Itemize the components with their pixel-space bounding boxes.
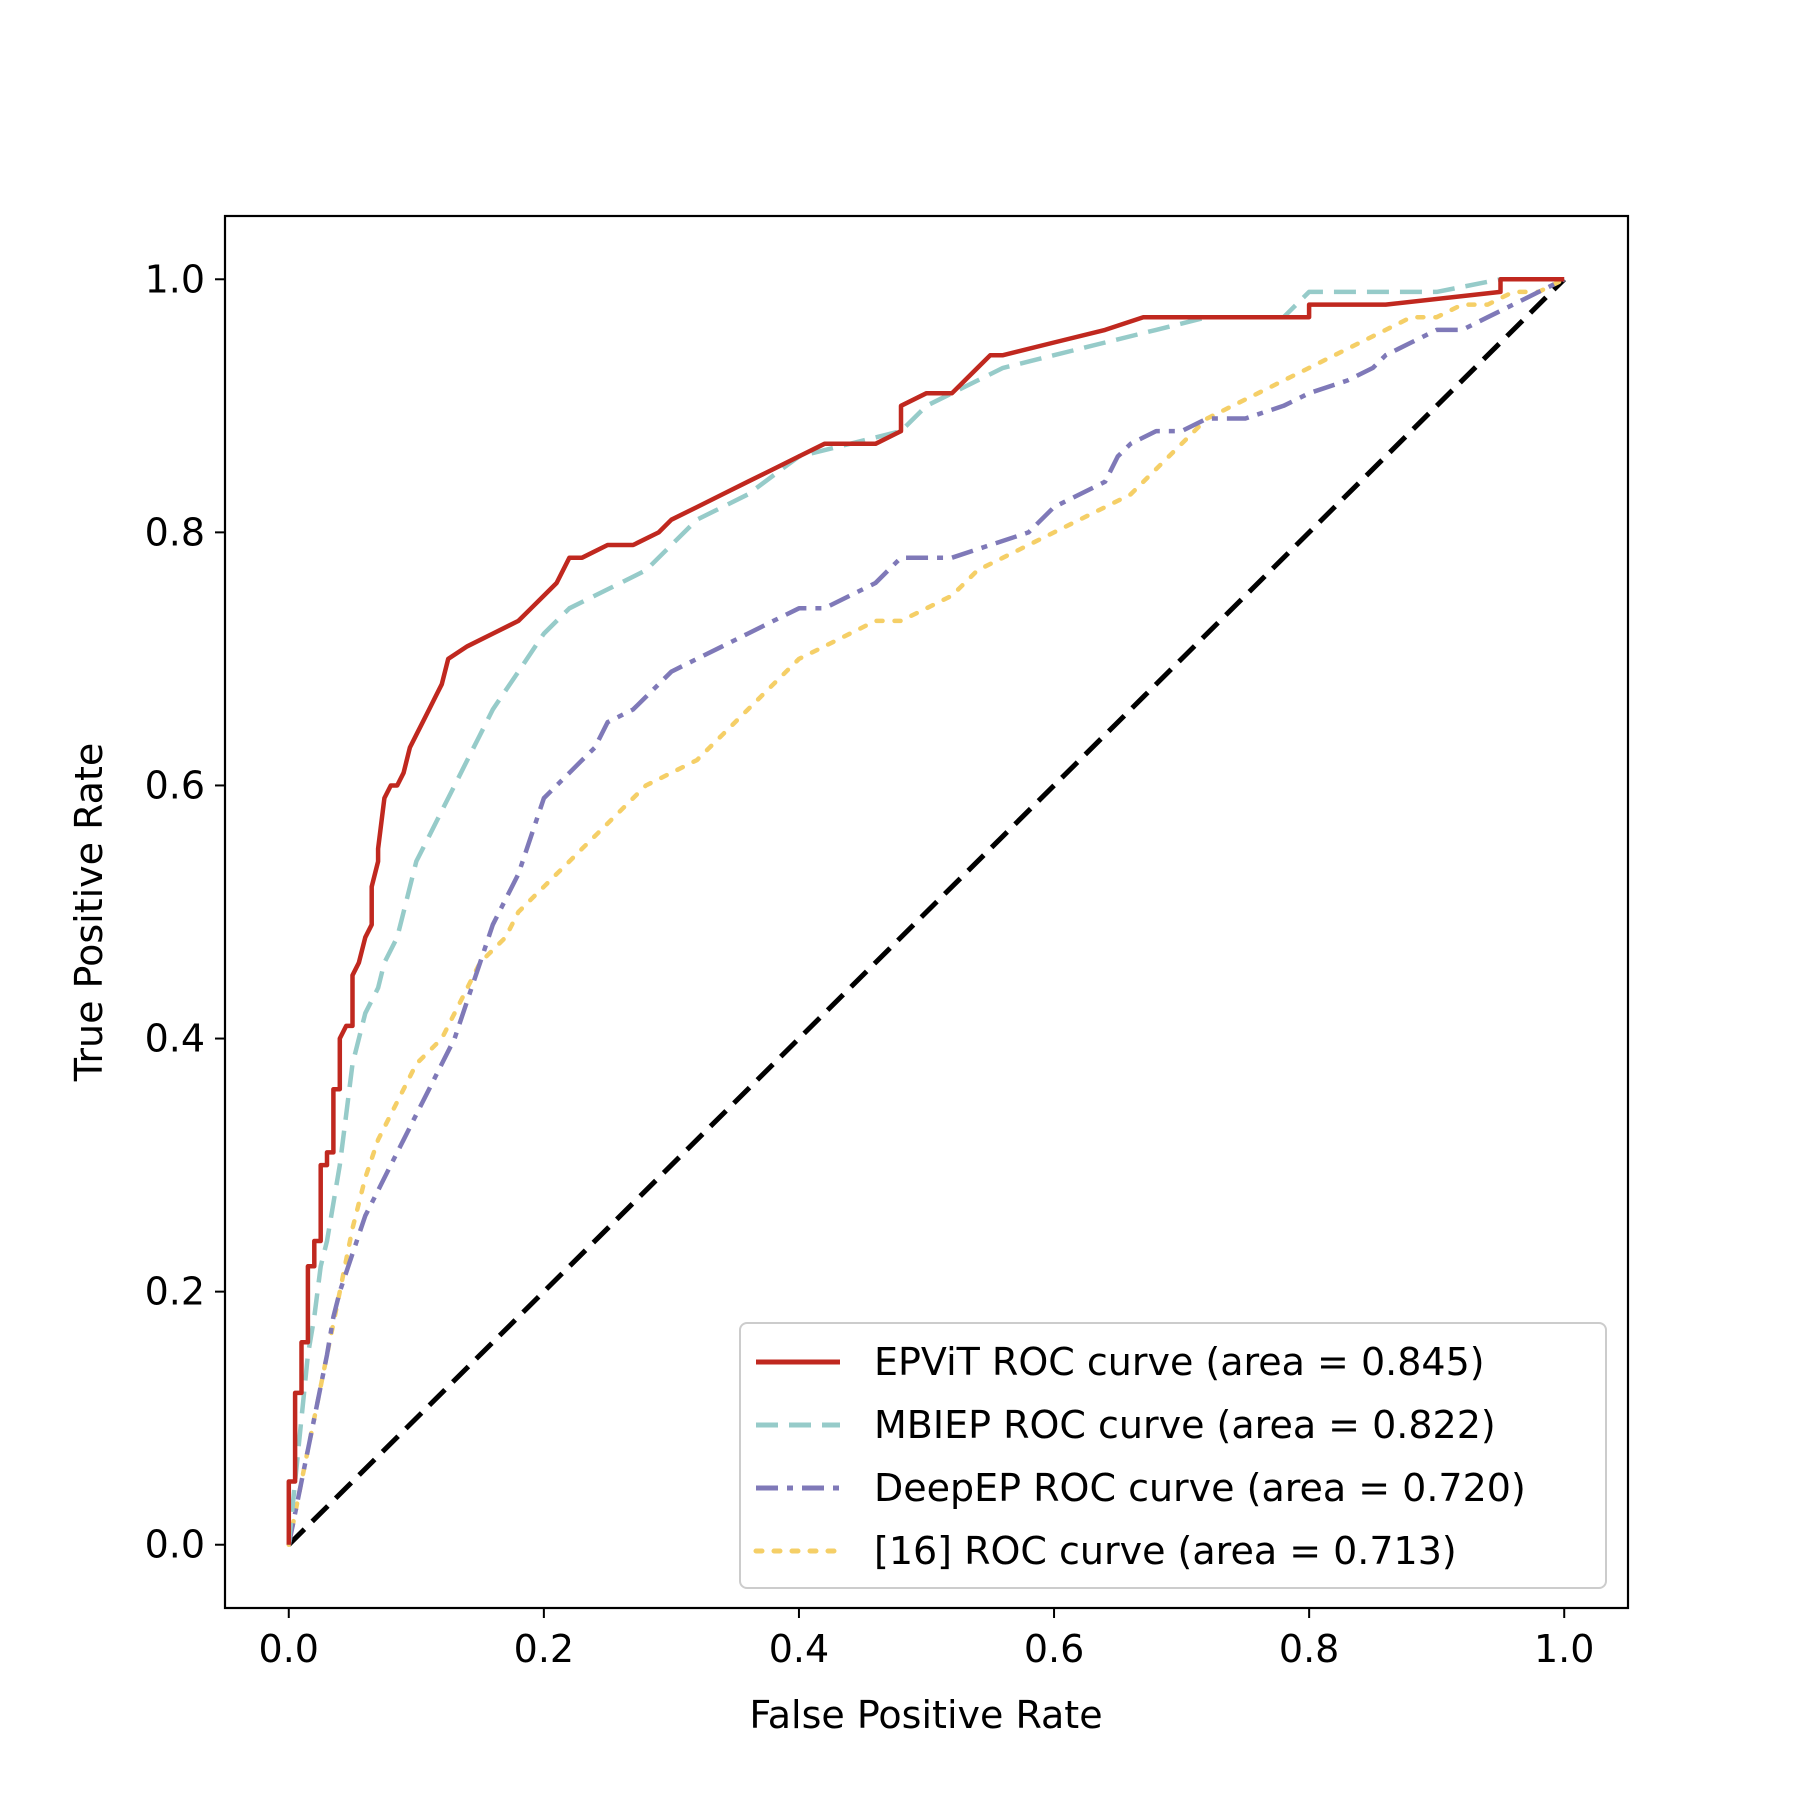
curves-layer xyxy=(286,277,1567,1547)
series-line-1 xyxy=(286,277,1565,1545)
x-axis-label: False Positive Rate xyxy=(749,1693,1102,1737)
series-line-3 xyxy=(286,277,1567,1547)
x-axis-ticks: 0.0 0.2 0.4 0.6 0.8 1.0 xyxy=(259,1608,1594,1671)
y-tick-label: 1.0 xyxy=(145,257,205,301)
x-tick-label: 0.4 xyxy=(769,1627,829,1671)
y-tick-label: 0.2 xyxy=(145,1270,205,1314)
y-tick-label: 0.6 xyxy=(145,763,205,807)
x-tick-label: 1.0 xyxy=(1534,1627,1594,1671)
y-axis-label: True Positive Rate xyxy=(67,743,111,1083)
series-line-0 xyxy=(286,277,1565,1545)
x-tick-label: 0.6 xyxy=(1024,1627,1084,1671)
y-axis-ticks: 0.0 0.2 0.4 0.6 0.8 1.0 xyxy=(145,257,225,1567)
plot-frame xyxy=(223,214,1630,1610)
legend-label: MBIEP ROC curve (area = 0.822) xyxy=(874,1403,1496,1447)
chance-diagonal-line xyxy=(287,277,1566,1547)
y-tick-label: 0.0 xyxy=(145,1523,205,1567)
series-line-2 xyxy=(286,277,1566,1546)
legend-label: DeepEP ROC curve (area = 0.720) xyxy=(874,1466,1526,1510)
legend: EPViT ROC curve (area = 0.845) MBIEP ROC … xyxy=(739,1322,1607,1589)
legend-label: [16] ROC curve (area = 0.713) xyxy=(874,1529,1457,1573)
legend-frame xyxy=(739,1322,1607,1589)
y-tick-label: 0.4 xyxy=(145,1017,205,1061)
y-tick-label: 0.8 xyxy=(145,510,205,554)
x-tick-label: 0.2 xyxy=(514,1627,574,1671)
x-tick-label: 0.0 xyxy=(259,1627,319,1671)
legend-label: EPViT ROC curve (area = 0.845) xyxy=(874,1340,1485,1384)
x-tick-label: 0.8 xyxy=(1279,1627,1339,1671)
